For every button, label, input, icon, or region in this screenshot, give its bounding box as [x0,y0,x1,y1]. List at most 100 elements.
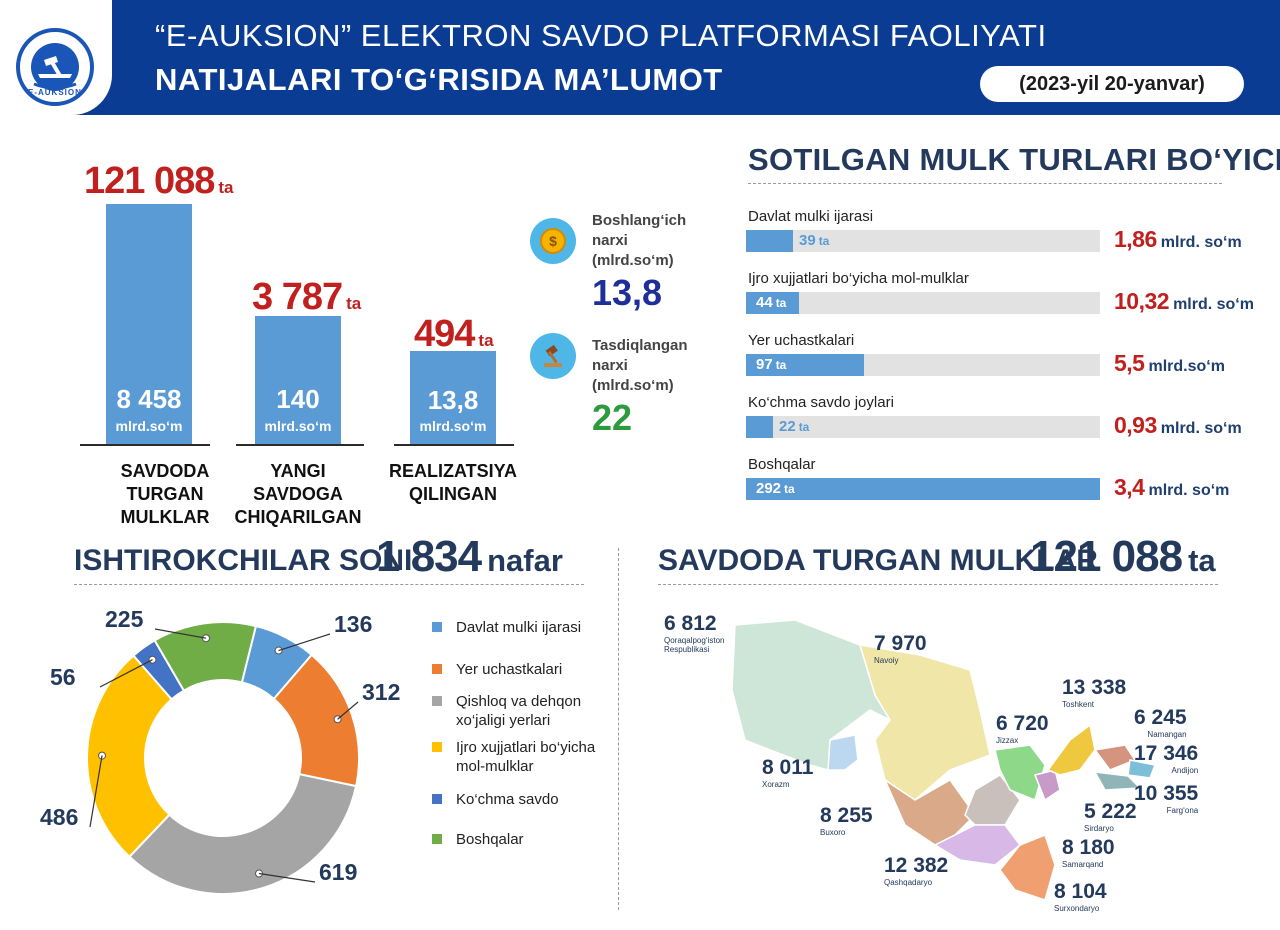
map-region-name: Surxondaryo [1054,904,1100,913]
map-region-label: 17 346 Andijon [1134,742,1198,775]
map-region-value: 8 104 [1054,880,1107,903]
type-bar-fill [746,354,864,376]
bar-value: 140 [276,384,320,414]
map-region-name: Xorazm [762,780,790,789]
type-count-unit: ta [798,420,810,434]
logo: E-AUKSION [0,0,112,115]
price-label: Tasdiqlangan narxi (mlrd.so‘m) [592,337,688,394]
map-region-name: Andijon [1171,766,1199,775]
donut-leader-line [154,628,207,639]
gavel-logo-icon [31,43,79,91]
type-bar-fill [746,478,1100,500]
type-label: Boshqalar [748,456,816,473]
participants-total-unit: nafar [487,543,563,578]
divider [74,584,584,585]
map-region-label: 8 011 Xorazm [762,756,813,789]
donut-value-label: 56 [50,664,76,690]
bar-baseline [80,444,210,446]
map-region-name: Qoraqalpog‘iston Respublikasi [664,636,725,654]
donut-value-label: 136 [334,611,372,637]
type-bar-track: 292 ta [746,478,1100,500]
type-count-value: 39 [799,232,816,249]
donut-value-label: 225 [105,606,144,632]
divider [658,584,1218,585]
map-region-value: 8 255 [820,804,873,827]
bar-count: 3 787 ta [252,276,361,319]
map-region-surxondaryo [999,834,1056,901]
map-region-name: Qashqadaryo [884,878,933,887]
map-region-name: Jizzax [996,736,1019,745]
map-region-label: 6 720 Jizzax [996,712,1049,745]
type-sum: 1,86 mlrd. so‘m [1114,226,1242,253]
map-region-label: 8 104 Surxondaryo [1054,880,1107,913]
map-region-value: 6 720 [996,712,1049,735]
map-region-navoiy [858,644,991,801]
type-count: 97 ta [756,354,786,376]
map-region-name: Samarqand [1062,860,1104,869]
type-bar-track: 97 ta [746,354,1100,376]
donut-value-label: 486 [40,804,78,830]
donut-leader-line [89,755,103,828]
donut-value-label: 619 [319,859,357,885]
summary-bar: 8 458 mlrd.so‘m [106,204,192,444]
legend-swatch [432,622,442,632]
type-bar-fill [746,230,793,252]
date-badge: (2023-yil 20-yanvar) [980,66,1244,102]
type-count-value: 44 [756,294,773,311]
price-value: 22 [592,397,633,438]
legend-label: Ko‘chma savdo [456,791,559,808]
type-sum-unit: mlrd.so‘m [1148,358,1225,375]
price-label: Boshlang‘ich narxi (mlrd.so‘m) [592,212,687,269]
map-region-toshkent [1046,723,1096,776]
regions-title: SAVDODA TURGAN MULKLAR [658,544,1098,577]
type-count: 22 ta [779,416,809,438]
legend-swatch [432,696,442,706]
type-sum-unit: mlrd. so‘m [1173,296,1254,313]
legend-swatch [432,742,442,752]
logo-emblem [16,28,94,106]
type-sum: 5,5 mlrd.so‘m [1114,350,1225,377]
map-region-jizzax [994,744,1046,802]
map-region-label: 8 180 Samarqand [1062,836,1115,869]
map-region-label: 6 812 Qoraqalpog‘iston Respublikasi [664,612,724,654]
map-region-qoraqalpogiston [731,619,892,771]
participants-title: ISHTIROKCHILAR SONI [74,544,413,577]
legend-label: Boshqalar [456,831,524,848]
map-region-value: 8 011 [762,756,814,779]
legend-item: Yer uchastkalari [432,660,607,679]
map-region-xorazm [827,734,859,771]
legend-item: Boshqalar [432,830,607,849]
regions-total: 121 088 ta [1030,532,1216,582]
type-sum-value: 3,4 [1114,474,1145,500]
type-sum: 0,93 mlrd. so‘m [1114,412,1242,439]
map-region-name: Navoiy [874,656,899,665]
map-region-buxoro [883,777,976,846]
legend-item: Qishloq va dehqon xo‘jaligi yerlari [432,692,607,730]
participants-total: 1 834 nafar [376,532,563,582]
type-sum-value: 1,86 [1114,226,1157,252]
legend-swatch [432,794,442,804]
legend-item: Ijro xujjatlari bo‘yicha mol-mulklar [432,738,607,776]
type-bar-fill [746,416,773,438]
type-count: 44 ta [756,292,786,314]
bar-value-unit: mlrd.so‘m [115,418,183,434]
header-title-line1: “E-AUKSION” ELEKTRON SAVDO PLATFORMASI F… [155,18,1047,53]
donut-leader-line [278,633,331,652]
type-count-unit: ta [818,234,830,248]
map-region-name: Farg‘ona [1166,806,1199,815]
type-count-unit: ta [775,296,787,310]
type-count-value: 97 [756,356,773,373]
type-sum-unit: mlrd. so‘m [1160,234,1242,251]
map-region-label: 8 255 Buxoro [820,804,873,837]
donut-leader-line [99,659,153,688]
legend-swatch [432,664,442,674]
uzbekistan-map [731,619,1157,901]
svg-text:$: $ [549,233,557,249]
map-region-label: 7 970 Navoiy [874,632,927,665]
map-region-label: 10 355 Farg‘ona [1134,782,1198,815]
map-region-label: 6 245 Namangan [1134,706,1187,739]
legend-label: Qishloq va dehqon xo‘jaligi yerlari [456,693,582,729]
type-sum-unit: mlrd. so‘m [1148,482,1230,499]
type-bar-track: 39 ta [746,230,1100,252]
property-types-title: SOTILGAN MULK TURLARI BO‘YICHA [748,142,1280,177]
